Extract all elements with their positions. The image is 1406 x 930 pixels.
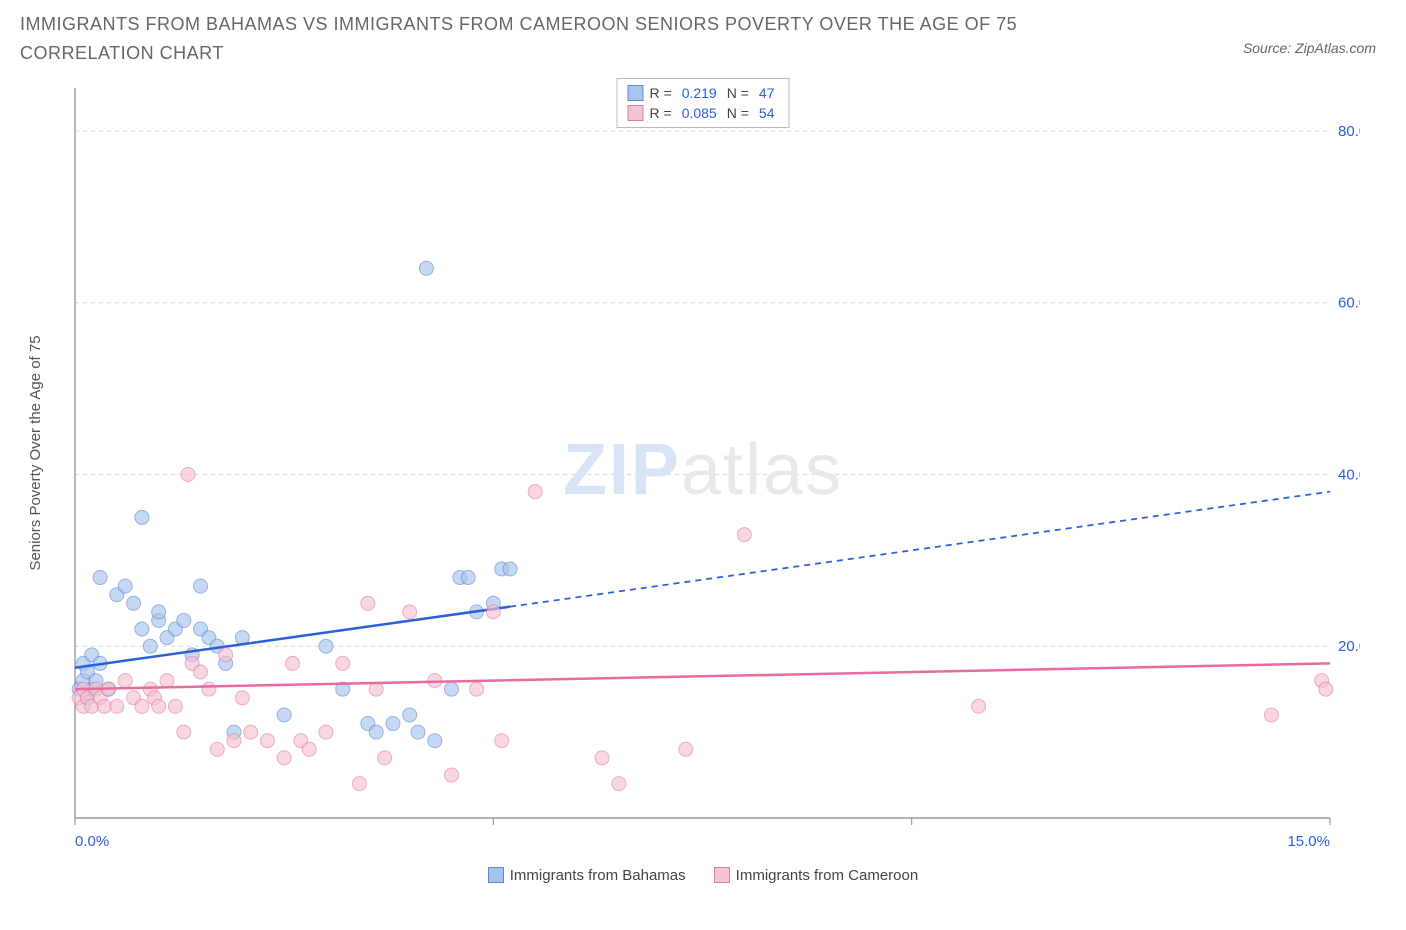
svg-text:80.0%: 80.0% <box>1338 123 1360 140</box>
swatch-cameroon <box>714 867 730 883</box>
swatch-bahamas <box>628 85 644 101</box>
svg-text:Seniors Poverty Over the Age o: Seniors Poverty Over the Age of 75 <box>27 335 44 570</box>
svg-text:60.0%: 60.0% <box>1338 294 1360 311</box>
svg-text:15.0%: 15.0% <box>1287 833 1330 850</box>
svg-text:40.0%: 40.0% <box>1338 466 1360 483</box>
legend-item-cameroon: Immigrants from Cameroon <box>714 867 919 884</box>
legend-row-bahamas: R =0.219 N =47 <box>628 83 779 103</box>
svg-text:0.0%: 0.0% <box>75 833 109 850</box>
series-legend: Immigrants from Bahamas Immigrants from C… <box>0 863 1406 888</box>
correlation-legend: R =0.219 N =47R =0.085 N =54 <box>617 78 790 128</box>
swatch-bahamas <box>488 867 504 883</box>
source-label: Source: ZipAtlas.com <box>1243 40 1376 56</box>
swatch-cameroon <box>628 105 644 121</box>
legend-label-bahamas: Immigrants from Bahamas <box>510 867 686 884</box>
legend-row-cameroon: R =0.085 N =54 <box>628 103 779 123</box>
svg-text:20.0%: 20.0% <box>1338 638 1360 655</box>
legend-item-bahamas: Immigrants from Bahamas <box>488 867 686 884</box>
chart-title: IMMIGRANTS FROM BAHAMAS VS IMMIGRANTS FR… <box>20 10 1120 68</box>
chart-container: R =0.219 N =47R =0.085 N =54 0.0% 15.0% 20… <box>20 78 1386 863</box>
legend-label-cameroon: Immigrants from Cameroon <box>736 867 919 884</box>
scatter-chart: 0.0% 15.0% 20.0% 40.0% 60.0% 80.0% Seniors Pov… <box>20 78 1360 858</box>
